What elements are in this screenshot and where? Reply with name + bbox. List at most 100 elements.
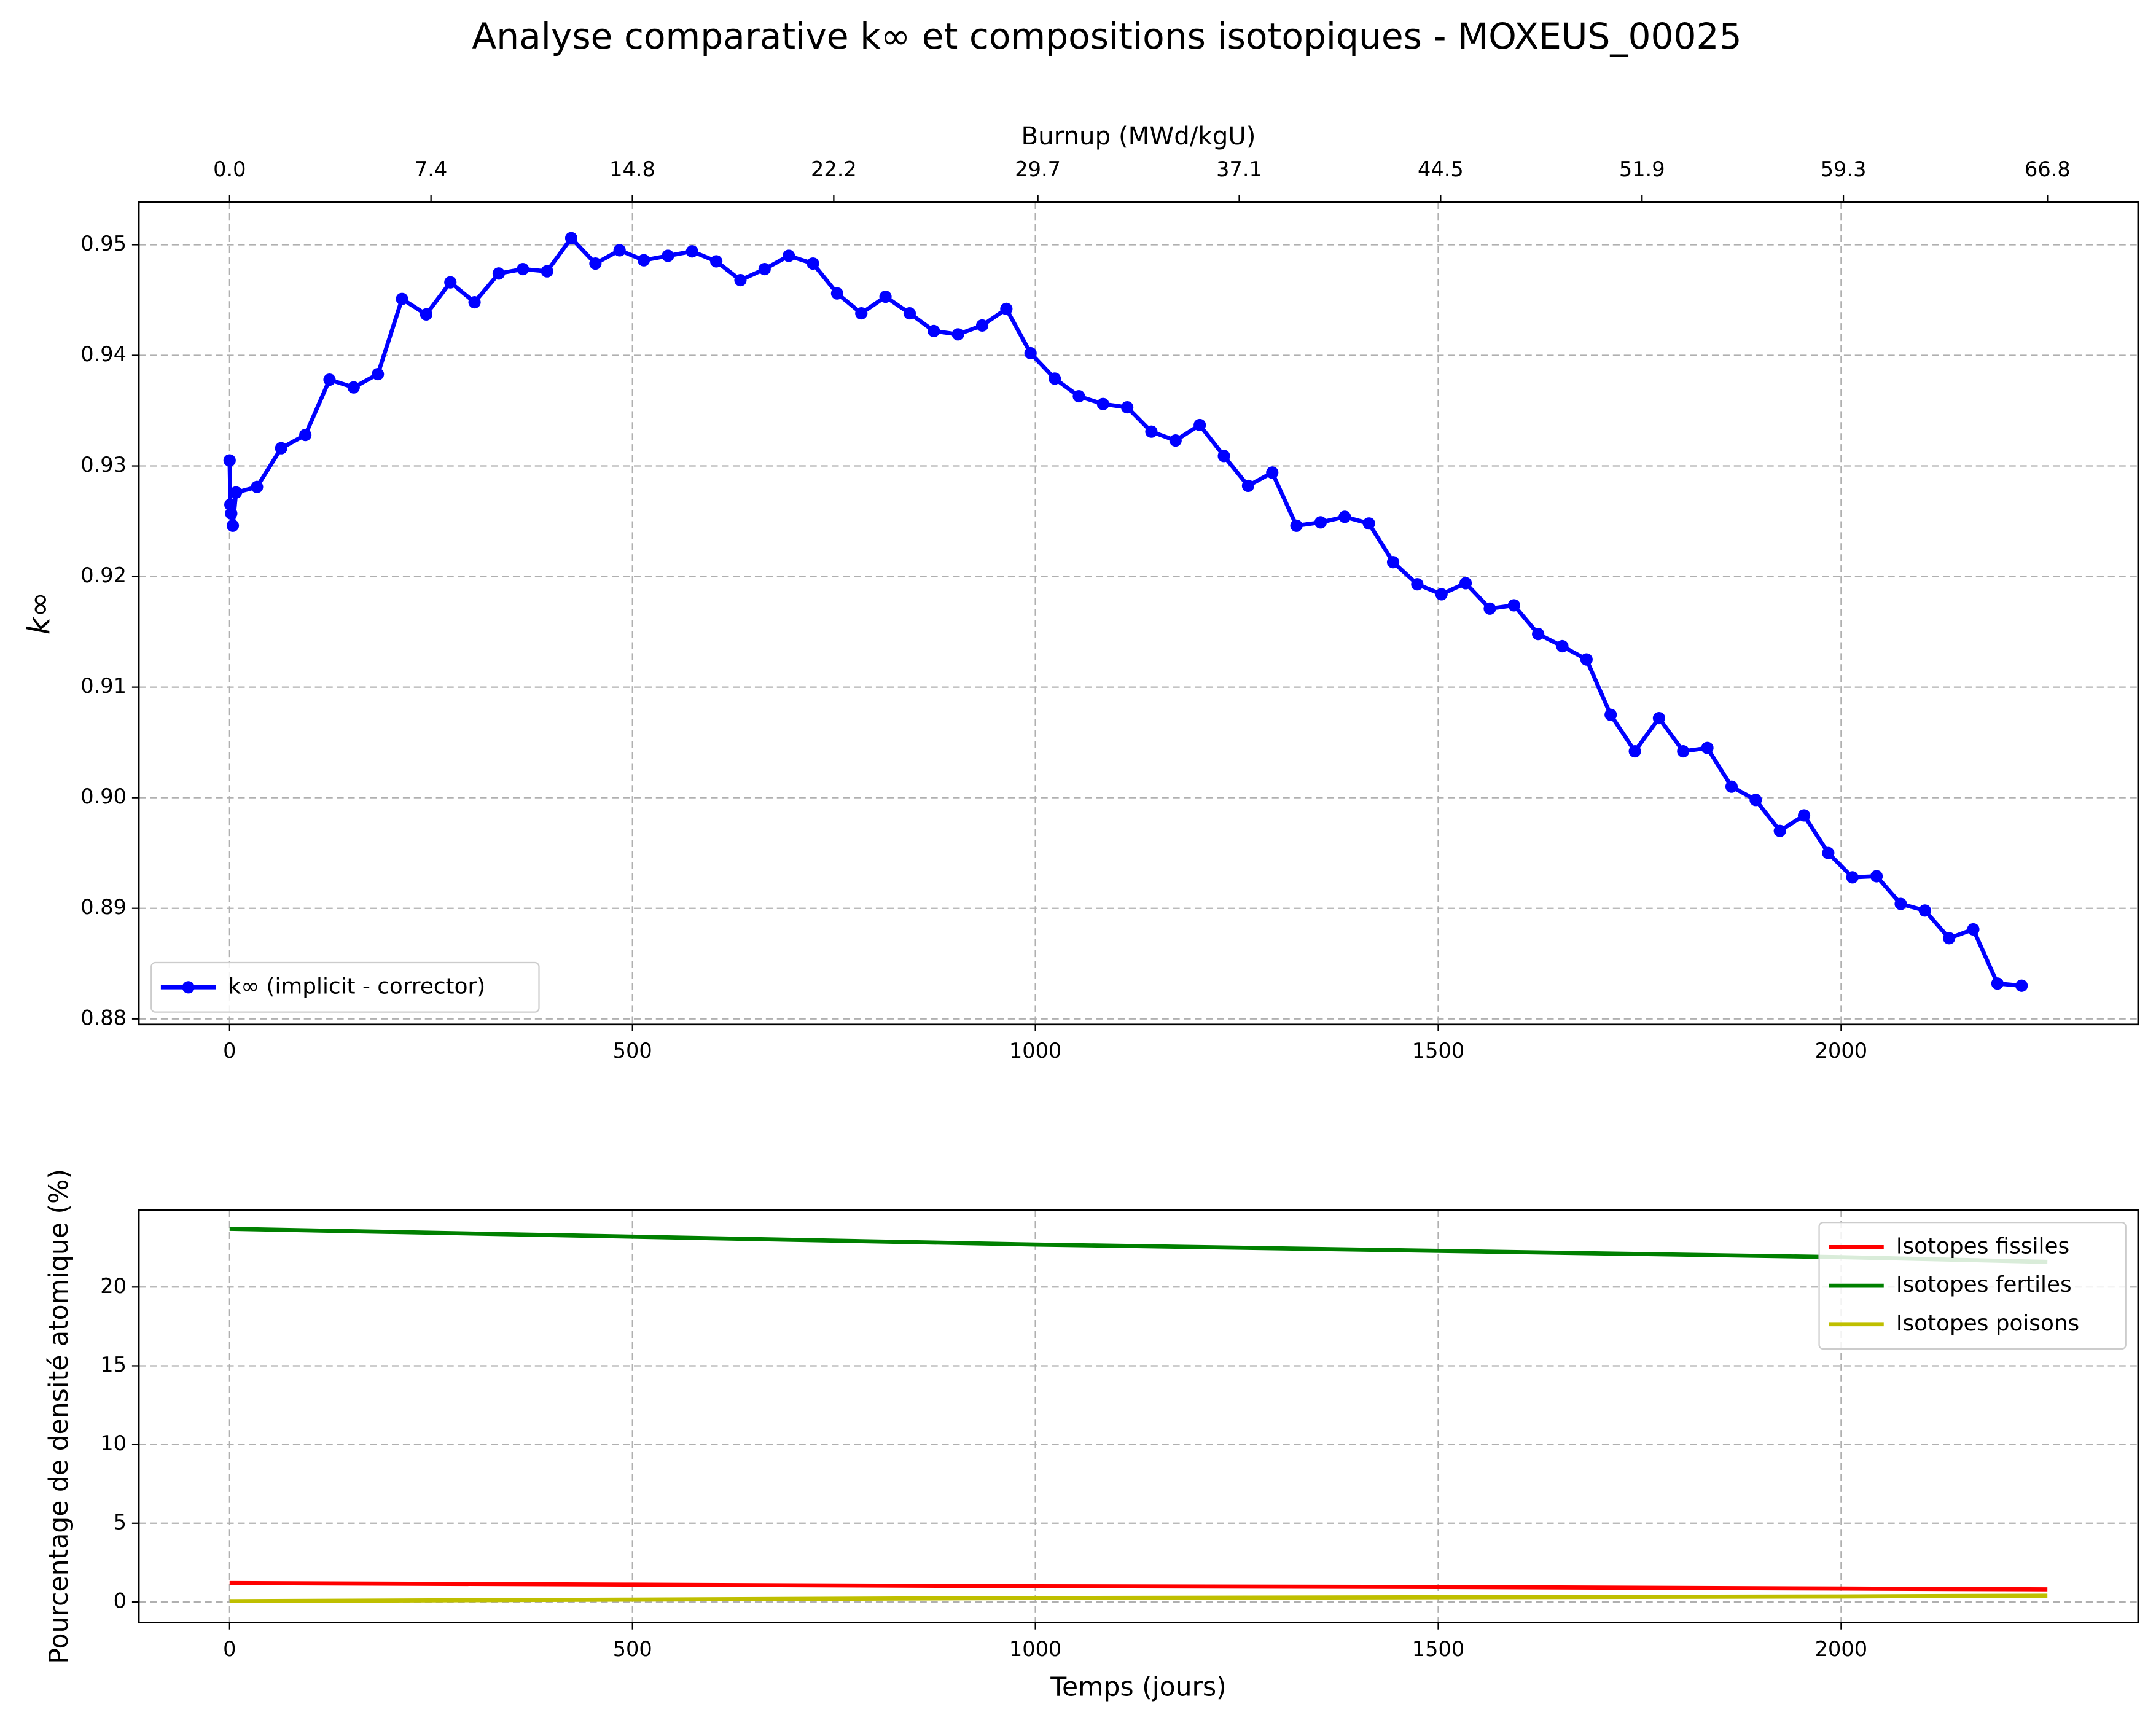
x2-tick-label: 66.8	[2025, 157, 2071, 181]
data-point	[1749, 794, 1762, 807]
data-point	[589, 257, 602, 270]
data-point	[928, 324, 940, 337]
data-point	[1338, 510, 1351, 523]
data-point	[1991, 977, 2004, 990]
y-tick-label: 0.90	[80, 784, 127, 808]
data-point	[1169, 434, 1182, 447]
plot-frame	[138, 1209, 2139, 1623]
y-tick-label: 0.91	[80, 674, 127, 698]
data-point	[830, 287, 843, 300]
x-tick-label: 0	[223, 1637, 236, 1661]
data-point	[807, 257, 819, 270]
data-point	[1000, 302, 1013, 315]
data-line	[229, 1580, 2048, 1592]
legend-box	[1818, 1221, 2127, 1350]
y-axis-label: Pourcentage de densité atomique (%)	[44, 1169, 74, 1664]
legend-label: Isotopes fertiles	[1896, 1272, 2072, 1297]
x2-tick-label: 51.9	[1619, 157, 1665, 181]
data-point	[1362, 517, 1375, 530]
x-tick-label: 500	[613, 1039, 652, 1063]
data-point	[251, 480, 264, 493]
data-point	[225, 507, 238, 520]
data-point	[2015, 979, 2028, 992]
legend-label: Isotopes fissiles	[1896, 1233, 2069, 1259]
data-point	[1024, 346, 1037, 359]
data-point	[1386, 556, 1400, 569]
data-point	[1241, 479, 1254, 493]
data-point	[1532, 628, 1545, 641]
data-point	[1048, 372, 1061, 385]
x-tick-label: 1500	[1412, 1637, 1464, 1661]
data-point	[903, 307, 916, 320]
data-point	[517, 262, 529, 276]
plot-frame	[138, 201, 2139, 1026]
x2-tick-label: 29.7	[1015, 157, 1061, 181]
data-point	[1943, 932, 1956, 945]
data-point	[662, 249, 674, 262]
data-point	[685, 245, 698, 258]
legend-label: k∞ (implicit - corrector)	[228, 974, 486, 999]
data-point	[637, 254, 650, 267]
data-point	[1822, 846, 1835, 859]
data-point	[1193, 418, 1206, 431]
y-tick-label: 0.94	[80, 342, 127, 366]
data-point	[224, 498, 237, 511]
data-point	[1870, 870, 1883, 883]
x2-tick-label: 59.3	[1821, 157, 1867, 181]
data-point	[420, 308, 432, 321]
data-point	[1411, 578, 1424, 591]
data-point	[1967, 923, 1980, 936]
data-point	[951, 328, 964, 341]
data-point	[613, 244, 626, 257]
y-tick-label: 5	[114, 1510, 127, 1534]
data-point	[226, 519, 240, 532]
data-point	[1556, 639, 1569, 653]
y-tick-label: 0	[114, 1588, 127, 1612]
y-tick-label: 0.89	[80, 895, 127, 919]
x-tick-label: 1000	[1009, 1039, 1061, 1063]
data-point	[323, 373, 336, 386]
x-tick-label: 2000	[1815, 1039, 1867, 1063]
data-point	[1072, 390, 1085, 403]
x-axis-label: Temps (jours)	[1050, 1672, 1227, 1702]
data-point	[468, 295, 481, 309]
x2-tick-label: 44.5	[1418, 157, 1464, 181]
data-point	[1507, 599, 1520, 612]
y-tick-label: 0.88	[80, 1006, 127, 1030]
data-point	[1145, 425, 1158, 438]
data-point	[492, 267, 506, 280]
x-tick-label: 500	[613, 1637, 652, 1661]
data-point	[299, 429, 312, 442]
data-point	[223, 454, 236, 467]
data-point	[783, 249, 795, 262]
data-point	[1725, 780, 1738, 793]
x-tick-label: 1500	[1412, 1039, 1464, 1063]
data-point	[1677, 744, 1690, 758]
y-tick-label: 20	[100, 1274, 127, 1298]
data-point	[1797, 809, 1811, 822]
data-line	[229, 1593, 2048, 1604]
y-tick-label: 0.92	[80, 563, 127, 587]
x-tick-label: 0	[223, 1039, 236, 1063]
legend-marker	[182, 981, 195, 994]
data-point	[1435, 588, 1448, 601]
figure-title: Analyse comparative k∞ et compositions i…	[472, 15, 1741, 57]
x2-tick-label: 37.1	[1216, 157, 1262, 181]
x2-tick-label: 22.2	[811, 157, 857, 181]
data-point	[1217, 450, 1230, 463]
data-point	[1459, 577, 1472, 590]
y-axis-label: k∞	[21, 592, 57, 635]
data-point	[541, 265, 553, 278]
data-point	[1773, 824, 1786, 837]
data-point	[372, 368, 385, 381]
y-tick-label: 0.93	[80, 453, 127, 477]
data-point	[1652, 711, 1665, 725]
data-point	[1483, 602, 1496, 615]
data-point	[1894, 897, 1907, 910]
y-tick-label: 15	[100, 1353, 127, 1377]
data-point	[564, 232, 578, 244]
x-tick-label: 2000	[1815, 1637, 1867, 1661]
data-point	[1604, 708, 1617, 721]
